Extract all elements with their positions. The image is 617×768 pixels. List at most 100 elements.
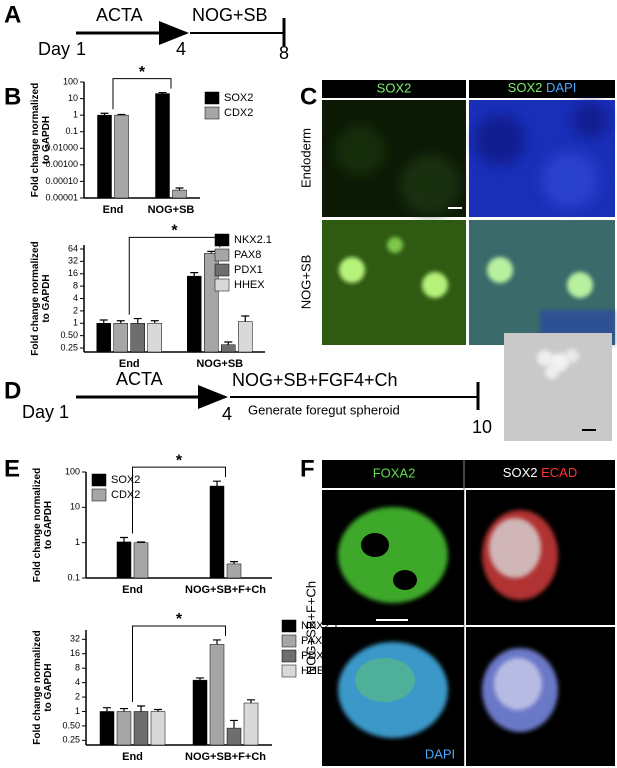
- error-bar: [133, 317, 142, 324]
- bar: [99, 711, 115, 746]
- bar: [243, 702, 259, 746]
- y-tick-label: 0.00001: [45, 192, 78, 202]
- timeline-day: Day: [38, 39, 70, 59]
- micrograph: [504, 333, 612, 441]
- x-tick-label: End: [122, 751, 143, 763]
- error-bar: [150, 320, 159, 324]
- panel-letter: E: [4, 455, 20, 482]
- channel-label: SOX2: [508, 80, 543, 95]
- legend-swatch: [281, 619, 297, 633]
- bar: [133, 542, 149, 579]
- significance-bracket: [112, 78, 172, 110]
- x-tick-label: NOG+SB: [196, 358, 243, 370]
- error-bar: [190, 272, 199, 277]
- y-axis-label: Fold change normalizedto GAPDH: [32, 630, 54, 744]
- channel-label: ECAD: [541, 465, 577, 480]
- y-tick-label: 0.50: [62, 720, 80, 730]
- channel-label: SOX2 DAPI: [508, 80, 577, 95]
- error-bar: [213, 480, 221, 487]
- error-bar: [103, 707, 111, 712]
- bar: [150, 711, 166, 746]
- bar: [187, 275, 202, 353]
- x-tick-label: NOG+SB+F+Ch: [185, 751, 266, 763]
- y-axis-label: Fold change normalizedto GAPDH: [30, 241, 52, 355]
- header-box: [322, 80, 466, 98]
- error-bar: [230, 561, 238, 564]
- y-tick-label: 2: [73, 305, 78, 315]
- y-tick-label: 10: [68, 93, 78, 103]
- y-tick-label: 16: [68, 268, 78, 278]
- timeline-note: Generate foregut spheroid: [248, 402, 400, 417]
- y-tick-label: 0.1: [67, 572, 80, 582]
- y-tick-label: 1: [75, 537, 80, 547]
- bar: [147, 323, 162, 353]
- timeline-day-number: 1: [76, 39, 86, 59]
- channel-label: DAPI: [425, 746, 455, 761]
- y-axis-label-line: Fold change normalized: [32, 630, 43, 744]
- legend-swatch: [281, 649, 297, 663]
- legend-swatch: [281, 634, 297, 648]
- y-axis-label-line: Fold change normalized: [30, 83, 41, 197]
- panel-letter: C: [300, 83, 317, 110]
- timeline-day-number: 4: [222, 404, 232, 424]
- timeline-day-number: 8: [279, 43, 289, 63]
- y-tick-label: 0.25: [60, 342, 78, 352]
- bar: [238, 321, 253, 353]
- significance-mark: *: [139, 64, 146, 81]
- y-tick-label: 1: [75, 706, 80, 716]
- y-tick-label: 8: [75, 663, 80, 673]
- bar: [113, 323, 128, 353]
- legend-swatch: [91, 488, 107, 502]
- bar: [226, 727, 242, 746]
- error-bar: [213, 639, 221, 645]
- bar: [155, 93, 170, 199]
- y-tick-label: 0.00100: [45, 159, 78, 169]
- significance-bracket: [132, 466, 226, 534]
- panel-letter: A: [4, 1, 21, 28]
- legend-swatch: [214, 248, 230, 262]
- bar: [221, 344, 236, 353]
- bar: [114, 114, 129, 199]
- y-tick-label: 0.25: [62, 735, 80, 745]
- row-label: Endoderm: [298, 128, 313, 188]
- error-bar: [154, 708, 162, 712]
- y-axis-label-line: to GAPDH: [41, 116, 52, 164]
- legend-label: SOX2: [111, 474, 140, 486]
- bar: [226, 563, 242, 579]
- panel-letter: F: [300, 455, 315, 482]
- timeline-day: Day 1: [22, 402, 69, 422]
- timeline-stage: NOG+SB+FGF4+Ch: [232, 370, 398, 390]
- y-axis-label-line: Fold change normalized: [32, 468, 43, 582]
- legend-swatch: [204, 106, 220, 120]
- y-tick-label: 0.01000: [45, 143, 78, 153]
- y-tick-label: 2: [75, 691, 80, 701]
- bar: [130, 323, 145, 353]
- legend-label: PDX1: [301, 650, 330, 662]
- significance-mark: *: [176, 452, 183, 469]
- y-tick-label: 4: [73, 293, 78, 303]
- y-tick-label: 100: [65, 466, 80, 476]
- y-tick-label: 32: [70, 634, 80, 644]
- error-bar: [247, 699, 255, 704]
- legend-label: PAX8: [234, 249, 261, 261]
- bar: [116, 541, 132, 579]
- error-bar: [99, 319, 108, 324]
- y-axis-label: Fold change normalizedto GAPDH: [30, 83, 52, 197]
- channel-label: SOX2: [503, 465, 538, 480]
- bar: [192, 679, 208, 746]
- significance-bracket: [132, 625, 226, 703]
- timeline-day-number: 10: [472, 417, 492, 437]
- legend-label: CDX2: [111, 489, 140, 501]
- y-tick-label: 32: [68, 256, 78, 266]
- y-axis-label-line: to GAPDH: [41, 274, 52, 322]
- header-box: [469, 80, 615, 98]
- legend-swatch: [214, 233, 230, 247]
- y-tick-label: 8: [73, 280, 78, 290]
- legend-label: CDX2: [224, 107, 253, 119]
- significance-bracket: [128, 236, 221, 315]
- y-tick-label: 100: [63, 76, 78, 86]
- significance-mark: *: [176, 611, 183, 628]
- micrograph-grid: SOX2 SOX2 DAPI Endoderm NOG+SB: [298, 80, 615, 345]
- bar: [209, 644, 225, 746]
